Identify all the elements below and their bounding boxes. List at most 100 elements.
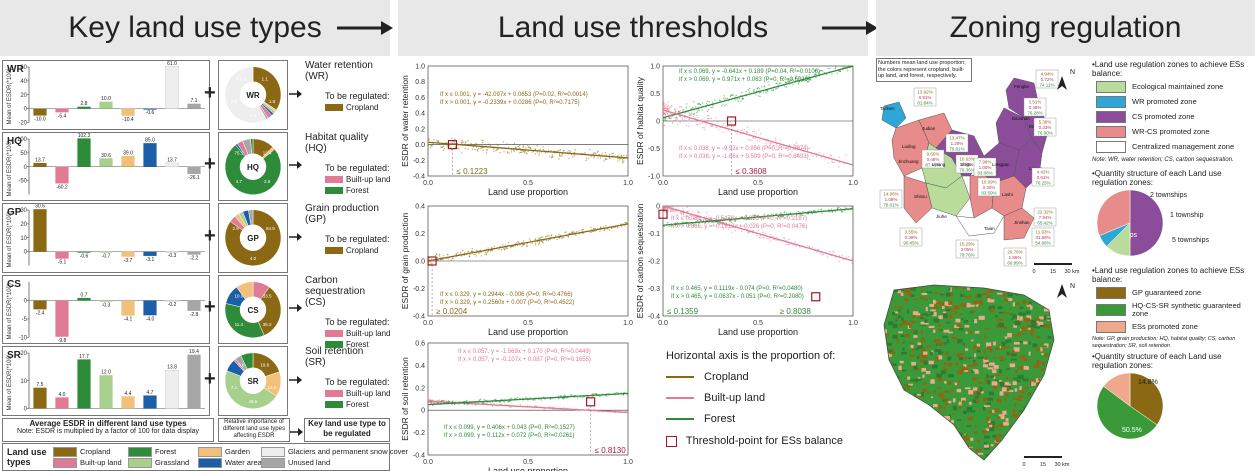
township-value-box bbox=[945, 133, 969, 153]
line-swatch-forest bbox=[666, 418, 694, 421]
mid-legend: Horizontal axis is the proportion of: Cr… bbox=[660, 350, 870, 447]
bar-glacier bbox=[165, 251, 179, 253]
regulate-title: To be regulated: bbox=[325, 316, 390, 327]
key-type-wr: Water retention (WR) To be regulated: Cropl… bbox=[305, 60, 391, 128]
township-value: 83.59% bbox=[981, 191, 996, 196]
arrow-icon bbox=[289, 229, 303, 247]
threshold-chart-5: 0.6 0.4 0.2 0 -0.2 -0.40.0 0.5 1.0 Land use prop… bbox=[400, 341, 633, 471]
bar-value-label: 13.7 bbox=[35, 157, 45, 163]
donut-value-label: 4.7 bbox=[236, 178, 243, 183]
y-tick-label: 0 bbox=[656, 119, 660, 126]
fit-equation: If x > 0.086, y = -0.1912x + 0.026 (P=0,… bbox=[671, 224, 807, 230]
zone-label: WR-CS promoted zone bbox=[1132, 126, 1210, 136]
y-tick-label: 0 bbox=[24, 164, 28, 170]
x-tick-label: 1.0 bbox=[848, 180, 858, 187]
township-value: 76.28% bbox=[1027, 111, 1042, 116]
bar-grassland bbox=[99, 101, 113, 109]
fit-equation: If x ≤ 0.057, y = -1.569x + 0.170 (P=0, … bbox=[458, 349, 591, 355]
legend-title: Land use types bbox=[7, 447, 47, 467]
donut-svg: SR 19.8 14.5 46.5 7.1 3.6 bbox=[224, 352, 282, 409]
donut-slice-glacier bbox=[224, 66, 267, 123]
legend-item-label: Built-up land bbox=[80, 458, 122, 467]
donut-value-label: 7.1 bbox=[231, 385, 238, 390]
township-value: 31.58% bbox=[1035, 235, 1050, 240]
bar-forest bbox=[77, 251, 91, 253]
legend-item-label: Water area bbox=[225, 458, 262, 467]
x-tick-label: 1.0 bbox=[623, 180, 633, 187]
regulate-item: Built-up land bbox=[325, 329, 391, 338]
zone-item: GP guaranteed zone bbox=[1096, 287, 1252, 299]
bar-value-label: 17.7 bbox=[79, 354, 89, 360]
mid-legend-item-builtup: Built-up land bbox=[666, 392, 870, 404]
donut-slice-forest bbox=[250, 137, 254, 154]
zones-title-2: •Land use regulation zones to achieve ES… bbox=[1092, 266, 1245, 284]
mid-legend-items: Cropland Built-up land Forest bbox=[660, 371, 870, 425]
bar-value-label: -2.4 bbox=[36, 310, 45, 316]
bar-value-label: -26.1 bbox=[188, 174, 200, 180]
township-value-box bbox=[955, 239, 979, 259]
y-tick-label: -0.3 bbox=[648, 286, 660, 293]
legend-item-unused: Unused land bbox=[261, 458, 330, 469]
swatch-builtup bbox=[53, 458, 77, 469]
y-tick-label: 20 bbox=[20, 93, 27, 99]
legend-title-text: Land use types bbox=[7, 447, 47, 467]
bar-garden bbox=[121, 155, 135, 167]
fit-equation: If x > 0.329, y = 0.2560x + 0.007 (P=0, … bbox=[440, 300, 574, 306]
donut-slice-forest bbox=[240, 352, 254, 370]
y-tick-label: -0.2 bbox=[413, 430, 425, 437]
township-value: 3.51% bbox=[1029, 100, 1042, 105]
donut-value-label: 46.5 bbox=[249, 399, 258, 404]
y-tick-label: -0.2 bbox=[648, 259, 660, 266]
regulate-label: Forest bbox=[346, 400, 369, 409]
donut-value-label: 19.8 bbox=[260, 363, 269, 368]
threshold-chart-1: 1.00.80.60.40.20.0-0.2-0.40.0 0.5 1.0Land … bbox=[400, 64, 633, 198]
bar-value-label: -2.8 bbox=[190, 311, 199, 317]
bar-glacier bbox=[165, 299, 179, 302]
panel-code: HQ bbox=[7, 136, 22, 147]
fit-equation: If x ≤ 0.086, y = -0.5476x + 0.005 (P=0,… bbox=[671, 216, 807, 222]
donut-value-label: 35.2 bbox=[263, 321, 272, 326]
pie-label: 1 township bbox=[1170, 212, 1204, 219]
township-value: 7.94% bbox=[1039, 215, 1052, 220]
zones-note-1: Note: WR, water retention; CS, carbon se… bbox=[1092, 157, 1234, 163]
y-tick-label: -0.1 bbox=[648, 231, 660, 238]
threshold-chart-4: 0 -0.1 -0.2 -0.3 -0.40.0 0.5 1.0 Land use propo… bbox=[635, 203, 858, 337]
township-value: 0.38% bbox=[905, 235, 918, 240]
threshold-chart-2: 1.0 0.5 0 -0.5 -1.00.0 0.5 1.0 Land use proport… bbox=[635, 64, 858, 198]
es-label: Habitat quality bbox=[305, 131, 369, 143]
township-value: 1.29% bbox=[951, 141, 964, 146]
zone-swatch bbox=[1096, 287, 1126, 299]
township-value: 83.08% bbox=[977, 171, 992, 176]
bar-water bbox=[143, 251, 157, 256]
bar-value-label: -0.6 bbox=[80, 253, 89, 259]
swatch-builtup bbox=[325, 390, 343, 398]
arrow-icon bbox=[289, 157, 303, 175]
x-axis-label: Land use proportion bbox=[718, 187, 798, 197]
bar-chart-gp: GP Mean of ESDR(*100) 30 20 10 0 30.6 -5.1 -0.6 -… bbox=[2, 203, 210, 273]
y-axis-label: Mean of ESDR(*100) bbox=[7, 211, 13, 267]
north-arrow-icon bbox=[1057, 284, 1067, 298]
y-axis-label: Mean of ESDR(*100) bbox=[7, 68, 13, 124]
bar-grassland bbox=[99, 300, 113, 302]
donut-svg: WR 1.1 1.8 1.5 0.0 62.3 bbox=[224, 66, 282, 123]
fit-equation: If x ≤ 0.099, y = 0.406x + 0.043 (P=0, R… bbox=[444, 425, 575, 431]
scale-label: 15 bbox=[1050, 269, 1056, 275]
township-value: 9.66% bbox=[927, 152, 940, 157]
township-name: Jiuhe bbox=[936, 214, 947, 219]
donut-value-label: 0.0 bbox=[231, 99, 238, 104]
swatch-water bbox=[198, 458, 222, 469]
plus-icon: + bbox=[204, 224, 216, 247]
avg-esdr-box: Average ESDR in different land use types… bbox=[2, 418, 214, 442]
bar-value-label: 7.1 bbox=[191, 98, 198, 104]
township-value-box bbox=[879, 189, 903, 209]
fit-equation: If x ≤ 0.329, y = 0.2944x - 0.006 (P=0, … bbox=[440, 292, 573, 298]
township-value-box bbox=[973, 157, 997, 177]
zone-label: WR promoted zone bbox=[1132, 96, 1197, 106]
bar-chart-cs: CS Mean of ESDR(*100) 0 -5 -10 -2.4 -9.8 0.7 -0.… bbox=[2, 274, 210, 344]
donut-svg: GP 84.9 4.0 2.6 bbox=[224, 209, 282, 266]
township-value: 10.09% bbox=[981, 180, 996, 185]
header-land-use-thresholds: Land use thresholds bbox=[398, 0, 868, 56]
rel-importance-box: Relative importance of different land us… bbox=[218, 418, 290, 442]
header-title-3: Zoning regulation bbox=[949, 11, 1182, 44]
es-abbr: (HQ) bbox=[305, 142, 327, 154]
